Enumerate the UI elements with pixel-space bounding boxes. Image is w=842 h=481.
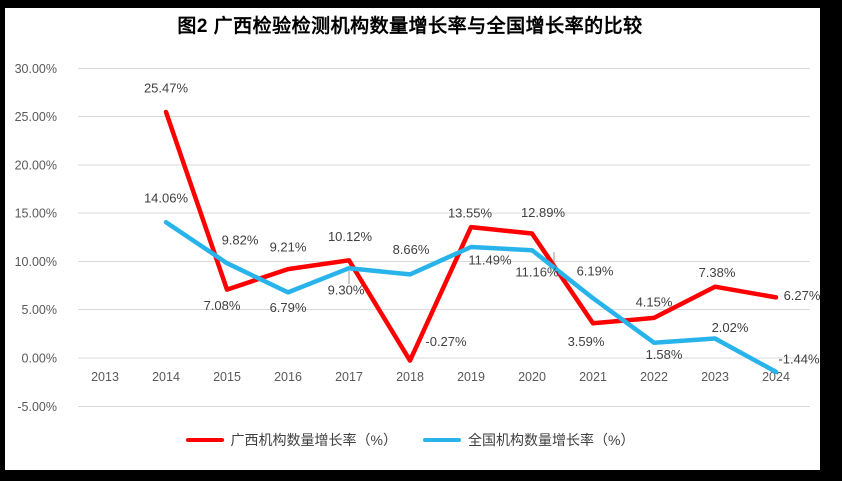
x-axis-tick-label: 2018 xyxy=(396,370,424,384)
x-axis-tick-label: 2022 xyxy=(640,370,668,384)
data-label: 12.89% xyxy=(521,205,566,220)
data-label: 25.47% xyxy=(144,81,189,96)
data-label: 10.12% xyxy=(328,229,373,244)
x-axis-tick-label: 2023 xyxy=(701,370,729,384)
y-axis-tick-label: 25.00% xyxy=(15,110,57,124)
y-axis-tick-label: 10.00% xyxy=(15,255,57,269)
legend-item-guangxi: 广西机构数量增长率（%） xyxy=(185,430,397,450)
data-label: -1.44% xyxy=(778,351,820,366)
data-label: 2.02% xyxy=(712,320,749,335)
legend-swatch-guangxi xyxy=(185,437,224,443)
data-label: 14.06% xyxy=(144,191,189,206)
y-axis-tick-label: 0.00% xyxy=(22,352,57,366)
x-axis-tick-label: 2021 xyxy=(579,370,607,384)
legend: 广西机构数量增长率（%） 全国机构数量增长率（%） xyxy=(0,430,820,450)
data-label: 13.55% xyxy=(448,206,493,221)
y-axis-tick-label: 30.00% xyxy=(15,62,57,76)
legend-swatch-national xyxy=(423,437,461,443)
x-axis-tick-label: 2015 xyxy=(213,370,241,384)
data-label: 9.21% xyxy=(270,240,307,255)
data-label: 11.16% xyxy=(515,265,559,280)
x-axis-tick-label: 2017 xyxy=(335,370,363,384)
series-line-national xyxy=(163,219,779,375)
x-axis-tick-label: 2024 xyxy=(762,370,790,384)
x-axis-tick-label: 2013 xyxy=(91,370,119,384)
series-line-guangxi xyxy=(163,109,779,363)
data-label: 6.19% xyxy=(577,264,614,279)
data-label: 1.58% xyxy=(646,347,683,362)
data-label: 6.27% xyxy=(784,288,821,303)
scan-border-bottom xyxy=(0,470,842,481)
x-axis-tick-label: 2020 xyxy=(518,370,546,384)
scan-border-left xyxy=(0,0,5,481)
x-axis-tick-label: 2016 xyxy=(274,370,302,384)
x-axis-tick-label: 2019 xyxy=(457,370,485,384)
scan-border-top xyxy=(0,0,842,8)
data-label: 8.66% xyxy=(393,242,430,257)
data-label: 7.08% xyxy=(204,298,241,313)
data-label: 9.82% xyxy=(222,233,259,248)
y-axis-tick-label: 15.00% xyxy=(15,207,57,221)
data-label: 4.15% xyxy=(636,294,673,309)
data-label: 6.79% xyxy=(270,300,307,315)
data-label: -0.27% xyxy=(425,334,467,349)
y-axis-tick-label: 20.00% xyxy=(15,158,57,172)
x-axis-tick-label: 2014 xyxy=(152,370,180,384)
y-axis-tick-label: 5.00% xyxy=(22,303,57,317)
legend-label-national: 全国机构数量增长率（%） xyxy=(468,432,635,448)
data-label: 11.49% xyxy=(468,253,512,268)
data-label: 3.59% xyxy=(568,334,605,349)
chart-title: 图2 广西检验检测机构数量增长率与全国增长率的比较 xyxy=(177,16,643,37)
scan-border-right xyxy=(820,0,842,481)
data-label: 9.30% xyxy=(328,283,365,298)
legend-item-national: 全国机构数量增长率（%） xyxy=(423,430,634,450)
legend-label-guangxi: 广西机构数量增长率（%） xyxy=(230,432,397,448)
y-axis-tick-label: -5.00% xyxy=(17,400,57,414)
data-label: 7.38% xyxy=(699,265,736,280)
